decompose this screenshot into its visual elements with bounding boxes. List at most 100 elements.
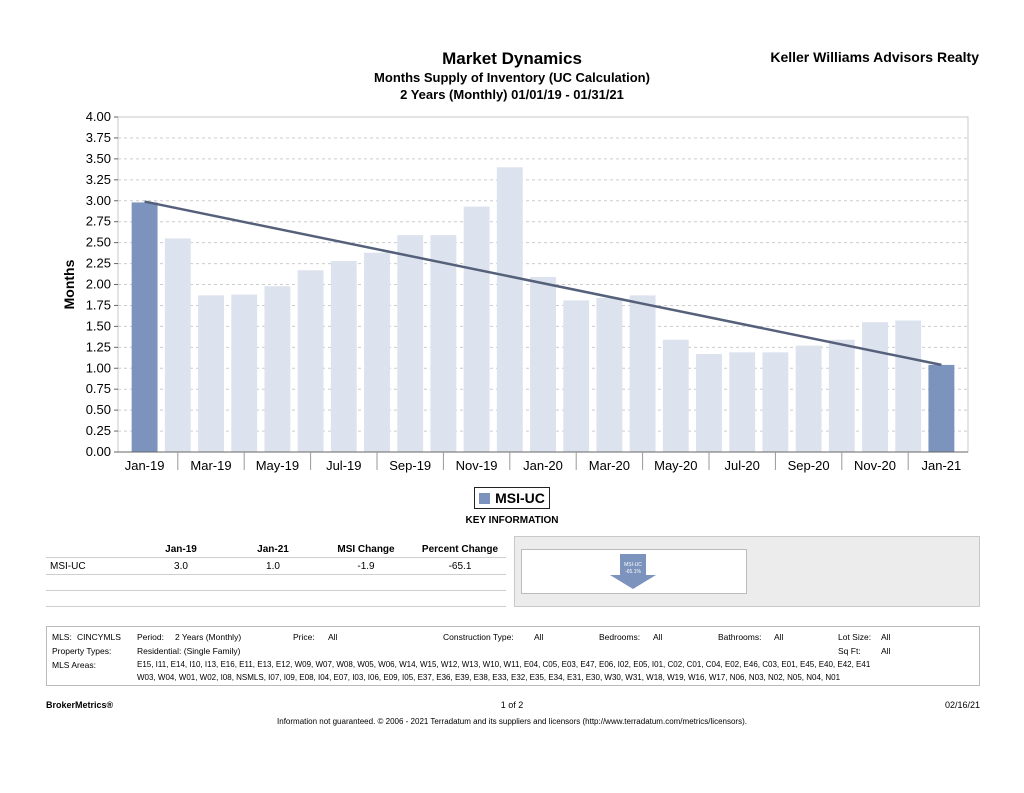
bar: [330, 261, 357, 452]
divider: [46, 590, 506, 591]
x-tick-label: Mar-19: [190, 458, 231, 473]
bar: [264, 286, 291, 452]
x-tick-label: May-20: [654, 458, 697, 473]
construction-label: Construction Type:: [443, 632, 514, 642]
y-tick-label: 3.75: [86, 130, 111, 145]
bar: [928, 364, 955, 452]
mls-areas-label: MLS Areas:: [52, 660, 96, 670]
stats-value: 3.0: [174, 561, 188, 572]
disclaimer: Information not guaranteed. © 2006 - 202…: [277, 717, 747, 726]
bar: [231, 294, 258, 452]
x-tick-label: Sep-19: [389, 458, 431, 473]
price-value: All: [328, 632, 338, 642]
stats-header: MSI Change: [337, 544, 395, 555]
down-arrow-shape: [610, 554, 656, 589]
down-arrow-icon: MSI-UC -65.1%: [610, 554, 656, 589]
bathrooms-value: All: [774, 632, 784, 642]
period-label: Period:: [137, 632, 164, 642]
y-tick-label: 0.50: [86, 402, 111, 417]
property-types-label: Property Types:: [52, 646, 112, 656]
change-indicator-value: -65.1%: [625, 569, 641, 575]
bedrooms-label: Bedrooms:: [599, 632, 641, 642]
bar: [164, 238, 191, 452]
divider: [46, 557, 506, 558]
y-tick-label: 3.00: [86, 193, 111, 208]
y-tick-label: 2.75: [86, 214, 111, 229]
bathrooms-label: Bathrooms:: [718, 632, 762, 642]
bar: [862, 322, 888, 452]
y-tick-label: 1.25: [86, 339, 111, 354]
mls-label: MLS:: [52, 632, 72, 642]
y-tick-label: 4.00: [86, 109, 111, 124]
x-tick-label: Jan-20: [523, 458, 563, 473]
bedrooms-value: All: [653, 632, 663, 642]
report-date: 02/16/21: [944, 700, 980, 710]
x-tick-label: Jul-20: [724, 458, 759, 473]
company-name: Keller Williams Advisors Realty: [770, 49, 979, 65]
mls-value: CINCYMLS: [77, 632, 121, 642]
bar: [895, 320, 922, 452]
lot-size-value: All: [881, 632, 891, 642]
change-indicator-box: MSI-UC -65.1%: [521, 549, 747, 594]
bar: [297, 270, 324, 452]
trend-line: [144, 200, 942, 367]
sqft-label: Sq Ft:: [838, 646, 861, 656]
divider: [46, 606, 506, 607]
stats-header: Percent Change: [421, 544, 499, 555]
chart-title: Market Dynamics: [442, 49, 582, 68]
x-tick-label: Jan-19: [125, 458, 165, 473]
property-types-value: Residential: (Single Family): [137, 646, 241, 656]
lot-size-label: Lot Size:: [838, 632, 872, 642]
bar: [131, 202, 158, 452]
y-tick-label: 2.00: [86, 277, 111, 292]
price-label: Price:: [293, 632, 315, 642]
y-tick-label: 0.75: [86, 381, 111, 396]
y-tick-label: 1.50: [86, 318, 111, 333]
divider: [46, 574, 506, 575]
y-tick-label: 3.50: [86, 151, 111, 166]
chart-legend: MSI-UC: [474, 487, 550, 509]
legend-label: MSI-UC: [495, 490, 545, 506]
y-tick-label: 2.50: [86, 235, 111, 250]
x-tick-label: May-19: [256, 458, 299, 473]
key-information-heading: KEY INFORMATION: [465, 515, 559, 526]
bar: [828, 339, 855, 452]
page-number: 1 of 2: [500, 700, 524, 710]
stats-value: -65.1: [448, 561, 472, 572]
bar: [496, 167, 523, 452]
x-tick-label: Sep-20: [788, 458, 830, 473]
mls-areas-line: E15, I11, E14, I10, I13, E16, E11, E13, …: [137, 660, 871, 669]
bar: [596, 297, 623, 452]
chart-date-range: 2 Years (Monthly) 01/01/19 - 01/31/21: [400, 87, 624, 102]
footer-brand: BrokerMetrics®: [46, 700, 114, 710]
stats-header: Jan-21: [257, 544, 289, 555]
y-tick-label: 0.00: [86, 444, 111, 459]
stats-table: Jan-19 Jan-21 MSI Change Percent Change …: [46, 537, 506, 607]
construction-value: All: [534, 632, 544, 642]
x-tick-label: Jul-19: [326, 458, 361, 473]
change-indicator-label: MSI-UC: [624, 562, 642, 568]
stats-value: 1.0: [266, 561, 280, 572]
stats-row-label: MSI-UC: [50, 561, 86, 572]
report-criteria: MLS: CINCYMLS Period: 2 Years (Monthly) …: [46, 626, 980, 686]
bar: [563, 300, 590, 452]
bar: [397, 235, 424, 452]
bar: [463, 206, 490, 452]
y-tick-label: 2.25: [86, 256, 111, 271]
bar: [430, 235, 457, 452]
y-tick-label: 3.25: [86, 172, 111, 187]
chart-subtitle: Months Supply of Inventory (UC Calculati…: [374, 70, 650, 85]
y-axis-label: Months: [61, 259, 77, 309]
legend-swatch: [479, 492, 491, 504]
bar: [795, 345, 822, 452]
stats-data-row: MSI-UC 3.0 1.0 -1.9 -65.1: [46, 561, 506, 577]
x-tick-label: Nov-20: [854, 458, 896, 473]
bar: [364, 252, 390, 452]
x-tick-label: Mar-20: [589, 458, 630, 473]
bar: [530, 276, 556, 452]
y-tick-label: 1.00: [86, 360, 111, 375]
bar: [729, 352, 756, 452]
bar: [696, 354, 722, 452]
bar: [629, 295, 656, 452]
stats-value: -1.9: [357, 561, 375, 572]
